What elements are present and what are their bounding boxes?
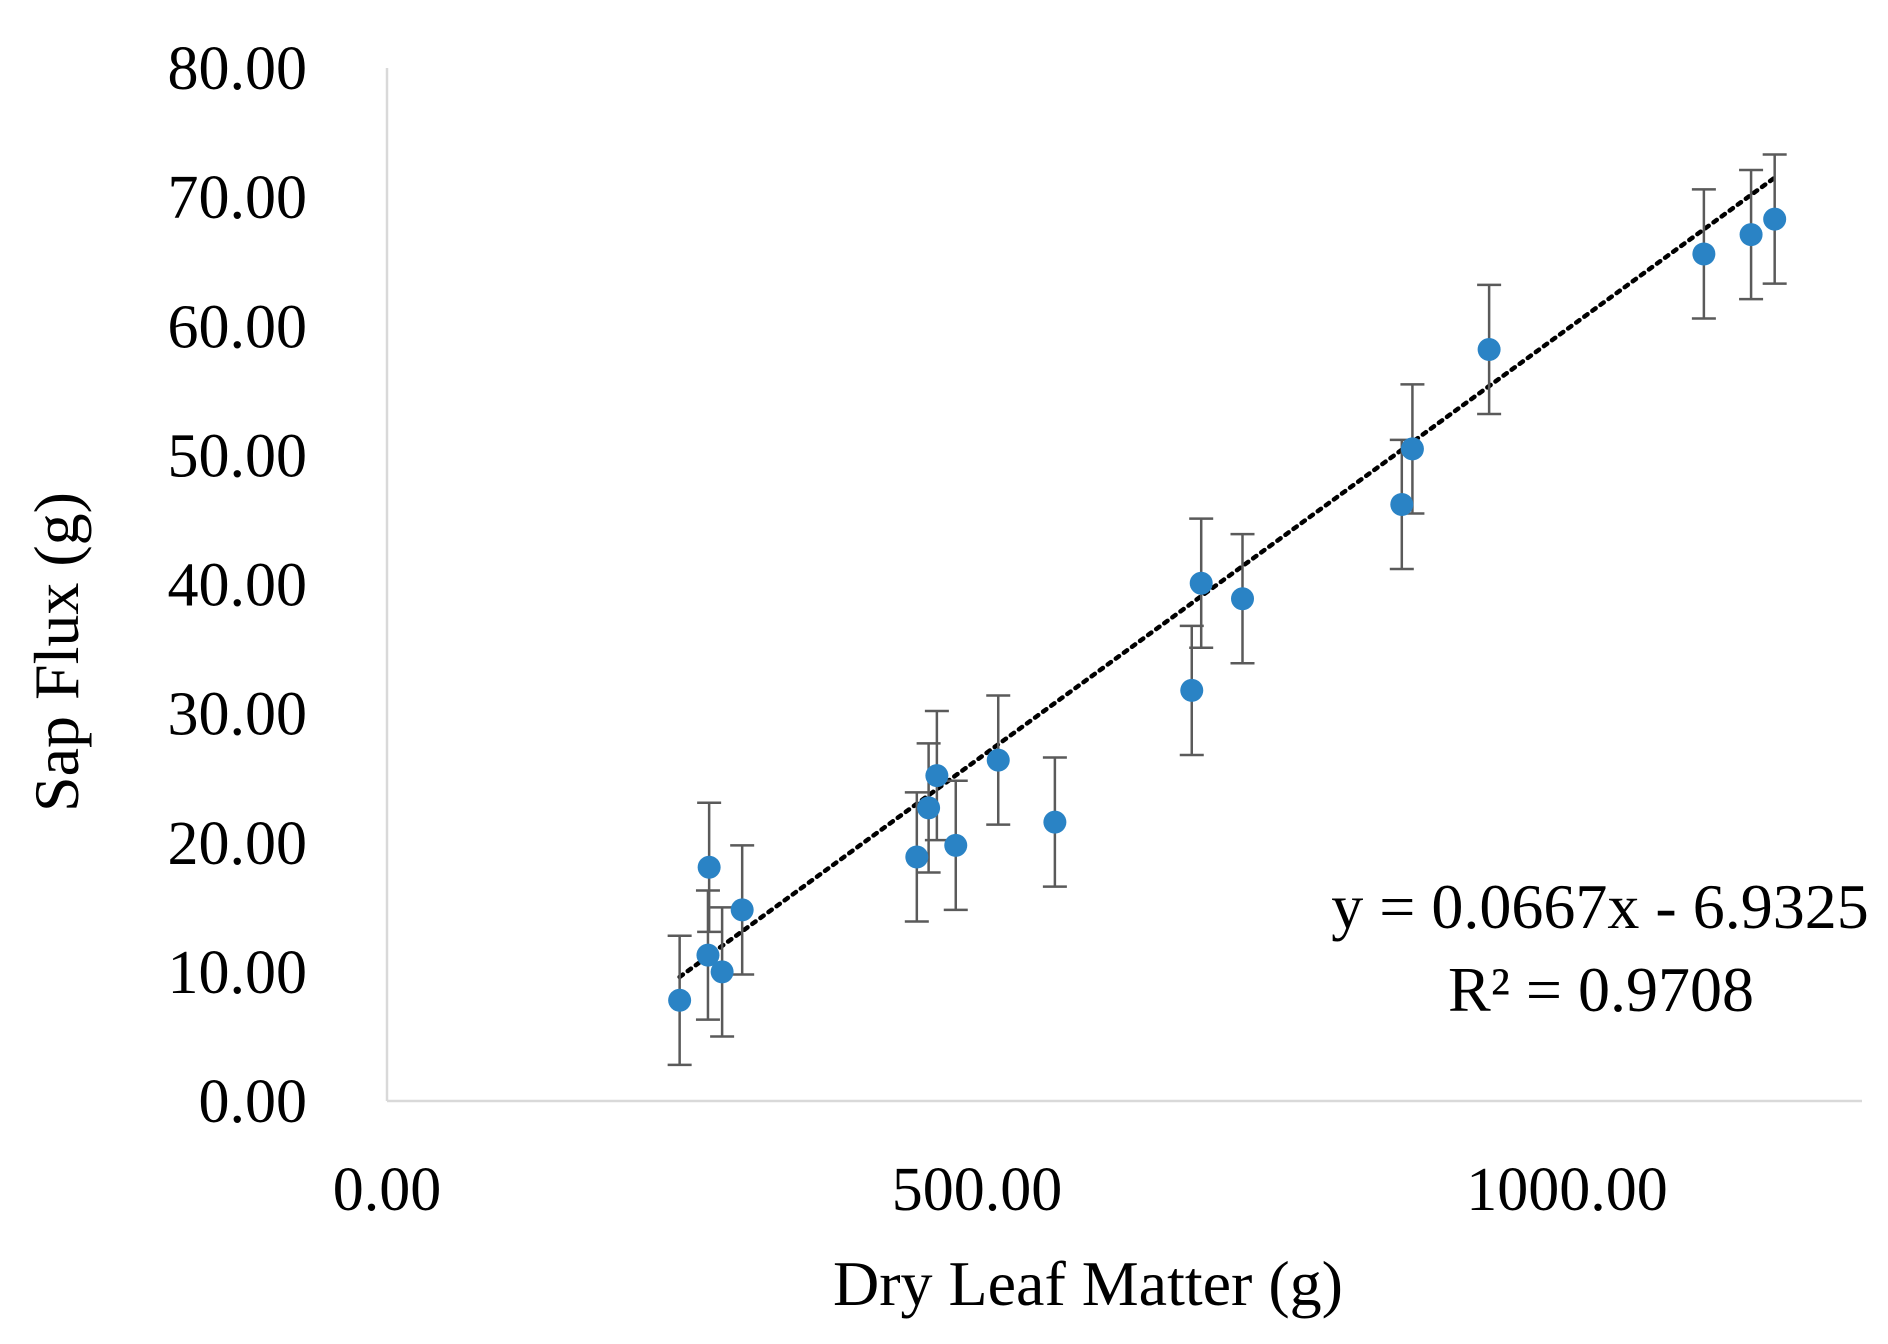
data-point	[1400, 437, 1424, 461]
trendline	[677, 175, 1777, 980]
y-tick-label: 20.00	[168, 810, 308, 878]
y-tick-label: 70.00	[168, 164, 308, 232]
y-tick-label: 0.00	[199, 1068, 308, 1136]
data-point	[1180, 678, 1204, 702]
data-point	[925, 764, 949, 788]
x-axis-title: Dry Leaf Matter (g)	[833, 1248, 1343, 1319]
data-point	[944, 833, 968, 857]
x-tick-label: 500.00	[892, 1156, 1063, 1224]
axes	[385, 68, 1862, 1103]
y-axis-title: Sap Flux (g)	[21, 492, 92, 812]
data-point	[1231, 587, 1254, 611]
y-tick-label: 30.00	[168, 681, 308, 749]
data-point	[917, 796, 941, 820]
x-tick-label: 1000.00	[1466, 1156, 1668, 1224]
y-tick-labels: 0.00 10.00 20.00 30.00 40.00 50.00 60.00 70.00 8…	[168, 35, 308, 1136]
y-tick-label: 40.00	[168, 552, 308, 620]
data-point	[697, 855, 721, 879]
x-tick-labels: 0.00 500.00 1000.00	[333, 1156, 1668, 1224]
y-tick-label: 10.00	[168, 939, 308, 1007]
data-point	[1692, 242, 1716, 266]
trendline-equation: y = 0.0667x - 6.9325	[1331, 871, 1868, 942]
data-point	[905, 845, 929, 869]
data-point	[710, 960, 734, 984]
data-point	[730, 898, 754, 922]
trendline-layer	[677, 175, 1777, 980]
data-point	[1043, 810, 1067, 834]
x-tick-label: 0.00	[333, 1156, 442, 1224]
data-points	[668, 207, 1787, 1012]
y-tick-label: 50.00	[168, 422, 308, 490]
data-point	[1477, 337, 1501, 361]
data-point	[1189, 571, 1213, 595]
data-point	[1763, 207, 1787, 231]
y-tick-label: 60.00	[168, 293, 308, 361]
data-point	[1739, 223, 1763, 247]
y-tick-label: 80.00	[168, 35, 308, 103]
data-point	[1390, 492, 1414, 516]
data-point	[986, 748, 1010, 772]
data-point	[696, 943, 720, 967]
trendline-r-squared: R² = 0.9708	[1448, 954, 1754, 1025]
data-point	[668, 988, 692, 1012]
